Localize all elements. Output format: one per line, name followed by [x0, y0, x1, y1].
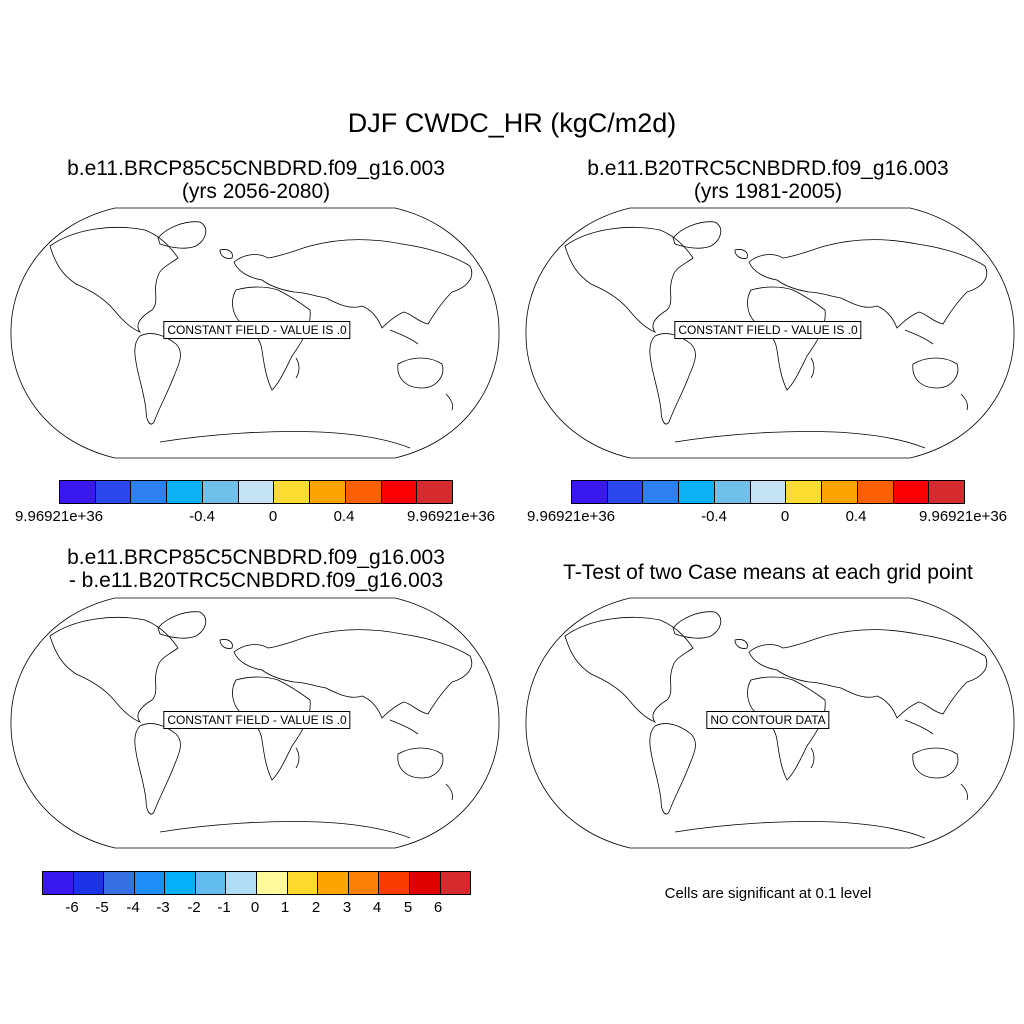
colorbar-swatch — [226, 872, 258, 894]
colorbar-swatch — [417, 481, 453, 503]
panel-title-line1: b.e11.BRCP85C5CNBDRD.f09_g16.003 — [67, 546, 445, 569]
colorbar-label: -0.4 — [701, 508, 727, 525]
colorbar-swatch — [679, 481, 715, 503]
panel-title-line2: (yrs 1981-2005) — [693, 180, 843, 203]
colorbar-swatch — [274, 481, 311, 503]
colorbar-label: -1 — [217, 899, 231, 916]
colorbar-label: -0.4 — [189, 508, 215, 525]
constant-field-notice: CONSTANT FIELD - VALUE IS .0 — [674, 321, 862, 339]
colorbar-label: 4 — [372, 899, 382, 916]
panel-title-line1: T-Test of two Case means at each grid po… — [563, 561, 973, 584]
colorbar-swatch — [857, 481, 894, 503]
colorbar-label: 9.96921e+36 — [14, 508, 104, 525]
colorbar-swatch — [714, 481, 751, 503]
colorbar-swatch — [73, 872, 105, 894]
colorbar-swatch — [238, 481, 275, 503]
colorbar-swatch — [134, 872, 166, 894]
colorbar-swatch — [195, 872, 227, 894]
colorbar-label: 0.4 — [333, 508, 355, 525]
colorbar-swatch — [893, 481, 930, 503]
constant-field-notice: CONSTANT FIELD - VALUE IS .0 — [163, 321, 351, 339]
coastlines — [564, 221, 988, 449]
panel-title-bottom-right: T-Test of two Case means at each grid po… — [512, 561, 1024, 584]
colorbar-swatch — [95, 481, 132, 503]
colorbar-label: 9.96921e+36 — [526, 508, 616, 525]
coastlines — [564, 611, 988, 839]
colorbar-swatch — [104, 872, 135, 894]
no-contour-notice: NO CONTOUR DATA — [706, 711, 830, 729]
colorbar-swatch — [786, 481, 823, 503]
significance-note: Cells are significant at 0.1 level — [664, 885, 872, 902]
colorbar-top-left — [59, 480, 453, 504]
colorbar-swatch — [310, 481, 346, 503]
colorbar-label: -6 — [65, 899, 79, 916]
colorbar-label: -3 — [156, 899, 170, 916]
panel-title-top-right: b.e11.B20TRC5CNBDRD.f09_g16.003 (yrs 198… — [512, 157, 1024, 203]
colorbar-swatch — [131, 481, 168, 503]
panel-title-line2: - b.e11.B20TRC5CNBDRD.f09_g16.003 — [68, 569, 444, 592]
panel-title-top-left: b.e11.BRCP85C5CNBDRD.f09_g16.003 (yrs 20… — [0, 157, 512, 203]
figure-title: DJF CWDC_HR (kgC/m2d) — [347, 108, 677, 138]
constant-field-notice: CONSTANT FIELD - VALUE IS .0 — [163, 711, 351, 729]
colorbar-swatch — [345, 481, 382, 503]
colorbar-label: -5 — [95, 899, 109, 916]
colorbar-swatch — [643, 481, 680, 503]
colorbar-label: -2 — [187, 899, 201, 916]
colorbar-label: 0.4 — [845, 508, 867, 525]
colorbar-swatch — [381, 481, 418, 503]
coastlines — [49, 221, 473, 449]
colorbar-swatch — [202, 481, 239, 503]
colorbar-swatch — [822, 481, 858, 503]
colorbar-swatch — [440, 872, 471, 894]
colorbar-swatch — [379, 872, 410, 894]
colorbar-label: 3 — [342, 899, 352, 916]
colorbar-swatch — [287, 872, 319, 894]
colorbar-label: 0 — [268, 508, 278, 525]
colorbar-label: 5 — [403, 899, 413, 916]
colorbar-top-right — [571, 480, 965, 504]
colorbar-label: -4 — [126, 899, 140, 916]
coastlines — [49, 611, 473, 839]
colorbar-swatch — [409, 872, 441, 894]
panel-title-line2: (yrs 2056-2080) — [181, 180, 331, 203]
colorbar-swatch — [929, 481, 965, 503]
panel-title-line1: b.e11.BRCP85C5CNBDRD.f09_g16.003 — [67, 157, 445, 180]
colorbar-swatch — [318, 872, 349, 894]
colorbar-swatch — [43, 872, 74, 894]
colorbar-label: 2 — [311, 899, 321, 916]
colorbar-swatch — [607, 481, 644, 503]
colorbar-label: 9.96921e+36 — [406, 508, 496, 525]
colorbar-label: 0 — [250, 899, 260, 916]
colorbar-swatch — [257, 872, 288, 894]
colorbar-bottom-left — [42, 871, 471, 895]
colorbar-label: 0 — [780, 508, 790, 525]
colorbar-swatch — [572, 481, 608, 503]
panel-title-bottom-left: b.e11.BRCP85C5CNBDRD.f09_g16.003 - b.e11… — [0, 546, 512, 592]
colorbar-label: 1 — [280, 899, 290, 916]
colorbar-swatch — [348, 872, 380, 894]
colorbar-swatch — [750, 481, 787, 503]
panel-title-line1: b.e11.B20TRC5CNBDRD.f09_g16.003 — [587, 157, 949, 180]
colorbar-swatch — [165, 872, 196, 894]
colorbar-label: 6 — [433, 899, 443, 916]
colorbar-swatch — [167, 481, 203, 503]
colorbar-swatch — [60, 481, 96, 503]
colorbar-label: 9.96921e+36 — [918, 508, 1008, 525]
